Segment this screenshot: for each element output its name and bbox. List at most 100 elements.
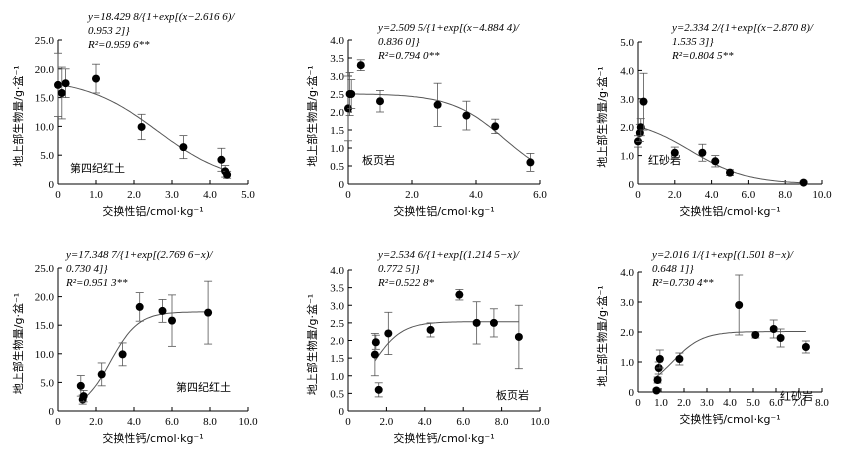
- panel-1-soil-label: 第四纪红土: [70, 161, 125, 175]
- panel-6-y-tick-label: 4.0: [620, 267, 634, 279]
- panel-6-data-point: [801, 343, 810, 351]
- panel-4-data-point: [135, 302, 144, 311]
- panel-4-y-tick-label: 20.0: [35, 292, 55, 304]
- panel-3-y-axis-label: 地上部生物量/g·盆⁻¹: [595, 66, 609, 167]
- panel-5-x-tick-label: 2.0: [380, 416, 394, 428]
- panel-5-data-point: [426, 325, 435, 334]
- panel-4-data-point: [76, 381, 85, 390]
- panel-4-data-point: [168, 316, 176, 325]
- panel-1-equation-line: 0.953 2]}: [88, 25, 130, 37]
- panel-6-x-tick-label: 7.0: [792, 397, 806, 409]
- panel-5-data-point: [384, 329, 393, 338]
- panel-5-x-tick-label: 10.0: [530, 416, 550, 428]
- panel-6-data-point: [776, 334, 785, 342]
- panel-3-data-point: [711, 157, 720, 166]
- panel-4-x-tick-label: 8.0: [203, 416, 217, 428]
- panel-4-y-tick-label: 15.0: [35, 320, 55, 332]
- panel-4-data-point: [118, 350, 127, 359]
- panel-6-data-point: [735, 301, 744, 309]
- panel-5-data-point: [371, 338, 380, 347]
- panel-6-equation-line: R²=0.730 4**: [651, 277, 714, 289]
- panel-1-x-tick-label: 1.0: [89, 189, 103, 201]
- panel-1-x-tick-label: 5.0: [241, 189, 255, 201]
- panel-1-x-tick-label: 0: [55, 189, 61, 201]
- panel-6-equation-line: y=2.016 1/{1+exp[(1.501 8−x)/: [651, 249, 794, 261]
- panel-1-x-axis-label: 交换性铝/cmol·kg⁻¹: [102, 204, 203, 218]
- panel-5-equation-line: R²=0.522 8*: [377, 277, 434, 289]
- panel-5-equation-line: 0.772 5]}: [378, 263, 420, 275]
- panel-5-y-tick-label: 3.5: [330, 283, 344, 295]
- panel-2-data-point: [356, 61, 365, 70]
- panel-3-equation-line: y=2.334 2/{1+exp[(x−2.870 8)/: [671, 22, 814, 34]
- panel-2-data-point: [347, 90, 356, 98]
- panel-5-x-tick-label: 6.0: [456, 416, 470, 428]
- panel-6-x-tick-label: 3.0: [700, 397, 714, 409]
- panel-4-equation-line: 0.730 4]}: [66, 263, 108, 275]
- panel-1-equation-line: R²=0.959 6**: [87, 39, 150, 51]
- panel-2-data-point: [491, 122, 500, 131]
- panel-6-x-tick-label: 1.0: [654, 397, 668, 409]
- panel-6-data-point: [675, 355, 684, 363]
- panel-1-equation-line: y=18.429 8/{1+exp[(x−2.616 6)/: [87, 11, 235, 23]
- panel-6-data-point: [769, 325, 778, 333]
- panel-2-equation-line: y=2.509 5/{1+exp[(x−4.884 4)/: [377, 22, 520, 34]
- panel-6-y-tick-label: 1.0: [620, 357, 634, 369]
- panel-3-data-point: [799, 178, 808, 187]
- panel-5-data-point: [514, 332, 523, 341]
- panel-5-y-tick-label: 2.5: [330, 318, 344, 330]
- panel-5-data-point: [374, 385, 383, 394]
- panel-1-data-point: [223, 170, 232, 179]
- panel-2-y-tick-label: 0: [339, 179, 345, 191]
- panel-2-y-tick-label: 2.0: [330, 107, 344, 119]
- panel-3-x-tick-label: 10.0: [812, 189, 832, 201]
- panel-3-soil-label: 红砂岩: [648, 153, 681, 167]
- panel-3-equation-line: 1.535 3]}: [672, 36, 714, 48]
- panel-1-y-tick-label: 5.0: [40, 150, 54, 162]
- panel-3-data-point: [698, 148, 707, 157]
- panel-5-data-point: [489, 318, 498, 327]
- panel-6-y-tick-label: 2.0: [620, 327, 634, 339]
- panel-5-data-point: [472, 318, 481, 327]
- panel-4-data-point: [158, 306, 167, 315]
- panel-3-equation-line: R²=0.804 5**: [671, 50, 734, 62]
- panel-4-data-point: [97, 370, 106, 379]
- panel-1-y-tick-label: 25.0: [35, 35, 55, 47]
- panel-6-data-point: [751, 331, 760, 339]
- panel-6-x-tick-label: 5.0: [746, 397, 760, 409]
- panel-6-x-tick-label: 8.0: [815, 397, 829, 409]
- panel-1-x-tick-label: 4.0: [203, 189, 217, 201]
- panel-2-data-point: [433, 100, 442, 109]
- panel-1-x-tick-label: 3.0: [165, 189, 179, 201]
- panel-1-data-point: [137, 122, 146, 131]
- panel-6-x-tick-label: 0: [635, 397, 641, 409]
- panel-1-data-point: [54, 80, 62, 89]
- panel-1-y-tick-label: 15.0: [35, 93, 55, 105]
- panel-5-y-axis-label: 地上部生物量/g·盆⁻¹: [305, 294, 319, 395]
- panel-5-x-tick-label: 4.0: [418, 416, 432, 428]
- panel-5-x-axis-label: 交换性钙/cmol·kg⁻¹: [393, 431, 494, 445]
- panel-4-x-axis-label: 交换性钙/cmol·kg⁻¹: [102, 431, 203, 445]
- panel-6-data-point: [652, 386, 661, 395]
- panel-5-y-tick-label: 1.0: [330, 371, 344, 383]
- panel-3-x-tick-label: 8.0: [778, 189, 792, 201]
- panel-4-y-tick-label: 5.0: [40, 377, 54, 389]
- panel-2-x-axis-label: 交换性铝/cmol·kg⁻¹: [393, 204, 494, 218]
- panel-5-x-tick-label: 8.0: [495, 416, 509, 428]
- panel-1-x-tick-label: 2.0: [127, 189, 141, 201]
- panel-4-y-tick-label: 0: [49, 406, 55, 418]
- panel-3-y-tick-label: 1.0: [620, 151, 634, 163]
- panel-1-data-point: [92, 74, 100, 83]
- panel-2-y-tick-label: 0.5: [330, 161, 344, 173]
- panel-6-y-tick-label: 3.0: [620, 297, 634, 309]
- panel-5-equation-line: y=2.534 6/{1+exp[(1.214 5−x)/: [377, 249, 520, 261]
- panel-3-y-tick-label: 4.0: [620, 65, 634, 77]
- panel-4-x-tick-label: 6.0: [165, 416, 179, 428]
- panel-6-x-tick-label: 6.0: [769, 397, 783, 409]
- panel-6-equation-line: 0.648 1]}: [652, 263, 694, 275]
- panel-3-y-tick-label: 0: [629, 179, 635, 191]
- panel-4-x-tick-label: 4.0: [127, 416, 141, 428]
- panel-3-data-point: [670, 148, 679, 157]
- panel-2-fit-curve: [348, 93, 531, 160]
- panel-5-y-tick-label: 4.0: [330, 265, 344, 277]
